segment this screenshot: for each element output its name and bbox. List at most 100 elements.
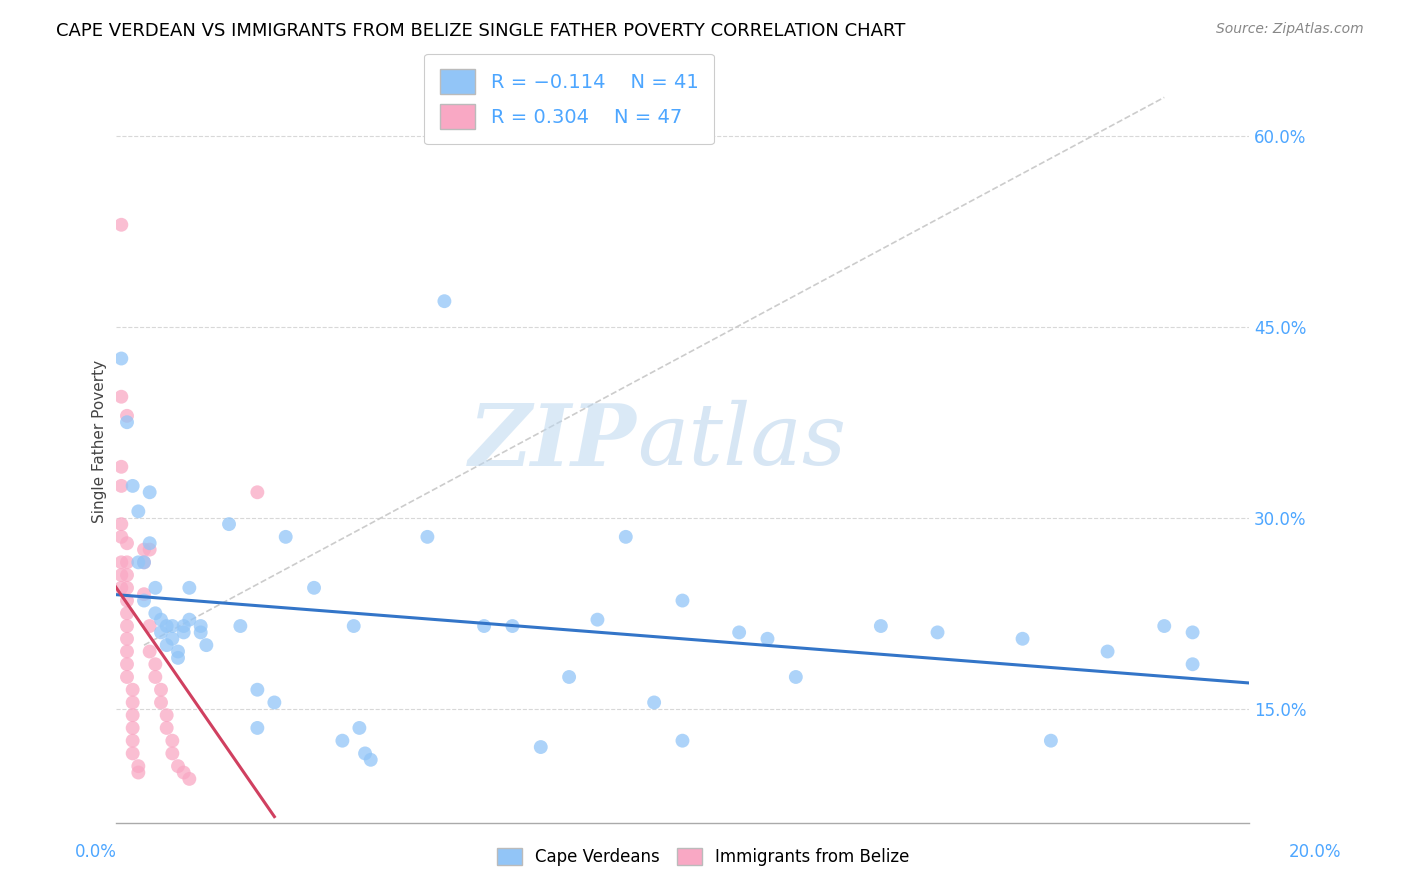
Point (1097, 644, 1119, 658)
Point (173, 619, 195, 633)
Point (110, 581, 132, 595)
Point (785, 670, 807, 684)
Point (121, 733, 143, 747)
Point (115, 536, 138, 550)
Point (162, 619, 184, 633)
Point (416, 530, 439, 544)
Point (143, 581, 166, 595)
Point (162, 632, 184, 646)
Text: Source: ZipAtlas.com: Source: ZipAtlas.com (1216, 22, 1364, 37)
Point (167, 759, 190, 773)
Point (143, 607, 166, 621)
Point (927, 625, 949, 640)
Point (110, 517, 132, 532)
Point (530, 739, 553, 754)
Point (115, 607, 138, 621)
Point (643, 696, 665, 710)
Point (150, 613, 173, 627)
Point (115, 632, 138, 646)
Point (1181, 625, 1204, 640)
Point (143, 670, 166, 684)
Point (121, 747, 143, 761)
Point (167, 651, 190, 665)
Point (179, 772, 201, 786)
Point (218, 517, 240, 532)
Point (162, 747, 184, 761)
Point (1039, 733, 1062, 747)
Point (671, 733, 693, 747)
Point (110, 351, 132, 366)
Point (263, 696, 285, 710)
Y-axis label: Single Father Poverty: Single Father Poverty (93, 359, 107, 523)
Point (274, 530, 297, 544)
Text: atlas: atlas (637, 400, 846, 483)
Point (115, 644, 138, 658)
Point (138, 644, 160, 658)
Point (349, 721, 371, 735)
Point (156, 708, 179, 723)
Point (110, 530, 132, 544)
Point (246, 485, 269, 500)
Point (162, 733, 184, 747)
Point (110, 218, 132, 232)
Point (302, 581, 325, 595)
Point (115, 619, 138, 633)
Legend: Cape Verdeans, Immigrants from Belize: Cape Verdeans, Immigrants from Belize (491, 841, 915, 873)
Point (179, 581, 201, 595)
Point (138, 485, 160, 500)
Text: 0.0%: 0.0% (75, 843, 117, 861)
Point (121, 682, 143, 697)
Point (143, 657, 166, 672)
Point (115, 568, 138, 582)
Point (110, 568, 132, 582)
Point (1153, 619, 1175, 633)
Point (110, 390, 132, 404)
Point (246, 721, 269, 735)
Point (332, 733, 354, 747)
Point (190, 619, 212, 633)
Point (121, 721, 143, 735)
Point (115, 409, 138, 423)
Point (115, 657, 138, 672)
Point (756, 632, 779, 646)
Point (132, 555, 155, 569)
Point (1011, 632, 1033, 646)
Point (229, 619, 252, 633)
Point (354, 747, 377, 761)
Point (115, 581, 138, 595)
Point (127, 504, 149, 518)
Point (156, 638, 179, 652)
Point (121, 708, 143, 723)
Point (586, 613, 609, 627)
Point (173, 625, 195, 640)
Point (190, 625, 212, 640)
Point (132, 555, 155, 569)
Text: CAPE VERDEAN VS IMMIGRANTS FROM BELIZE SINGLE FATHER POVERTY CORRELATION CHART: CAPE VERDEAN VS IMMIGRANTS FROM BELIZE S… (56, 22, 905, 40)
Point (558, 670, 581, 684)
Point (501, 619, 523, 633)
Point (173, 765, 195, 780)
Text: 20.0%: 20.0% (1288, 843, 1341, 861)
Point (167, 644, 190, 658)
Point (179, 613, 201, 627)
Point (869, 619, 891, 633)
Point (614, 530, 637, 544)
Point (156, 619, 179, 633)
Point (121, 479, 143, 493)
Point (132, 587, 155, 601)
Point (138, 542, 160, 557)
Point (138, 619, 160, 633)
Point (127, 765, 149, 780)
Point (127, 555, 149, 569)
Point (360, 753, 382, 767)
Point (728, 625, 751, 640)
Point (671, 593, 693, 607)
Text: ZIP: ZIP (470, 400, 637, 483)
Point (121, 696, 143, 710)
Point (132, 593, 155, 607)
Point (110, 459, 132, 474)
Point (150, 625, 173, 640)
Point (115, 415, 138, 429)
Point (472, 619, 495, 633)
Point (110, 555, 132, 569)
